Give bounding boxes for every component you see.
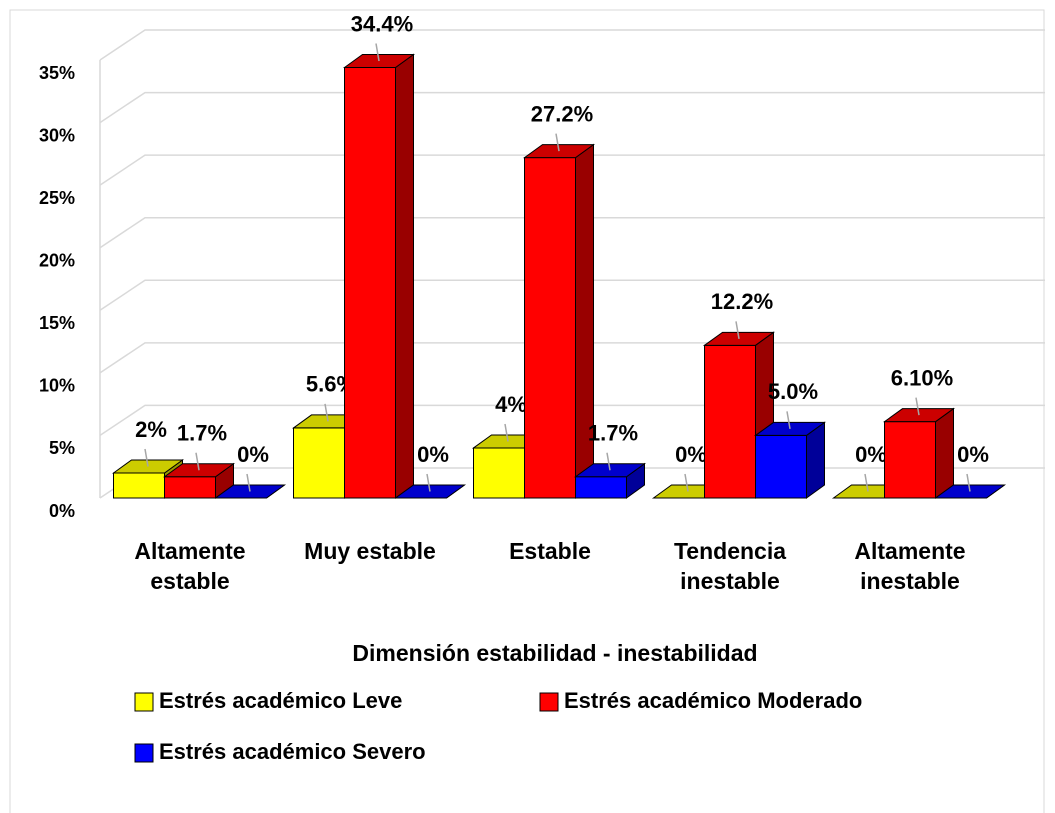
grid-line	[99, 154, 1045, 186]
value-label: 1.7%	[588, 421, 638, 446]
y-tick-label: 5%	[49, 438, 75, 458]
x-tick-label: Estable	[509, 538, 591, 564]
leader-line	[504, 423, 509, 442]
x-tick-label: Muy estable	[304, 538, 436, 564]
legend-label: Estrés académico Moderado	[564, 688, 862, 713]
value-label: 0%	[675, 442, 707, 467]
x-tick-label: Tendencia inestable	[673, 538, 787, 594]
chart-border	[9, 9, 1045, 813]
grid-line	[99, 91, 1045, 124]
legend-label: Estrés académico Severo	[159, 739, 426, 764]
leader-line	[375, 43, 380, 62]
grid-line	[99, 29, 1045, 61]
bar-side	[935, 407, 954, 499]
y-tick-label: 0%	[49, 501, 75, 521]
bar	[164, 476, 216, 499]
x-tick-label: Altamente inestable	[854, 538, 966, 594]
y-tick-label: 25%	[39, 188, 75, 208]
leader-line	[246, 473, 251, 492]
leader-line	[966, 473, 971, 492]
value-label: 6.10%	[891, 365, 953, 390]
leader-line	[195, 452, 200, 471]
bar	[293, 427, 345, 499]
value-label: 4%	[495, 392, 527, 417]
leader-line	[324, 403, 329, 422]
value-label: 34.4%	[351, 11, 413, 36]
leader-line	[864, 473, 869, 492]
bar	[884, 421, 936, 499]
legend-swatch	[539, 692, 559, 712]
leader-line	[426, 473, 431, 492]
value-label: 2%	[135, 417, 167, 442]
value-label: 12.2%	[711, 289, 773, 314]
leader-line	[555, 133, 560, 152]
value-label: 1.7%	[177, 421, 227, 446]
leader-line	[144, 448, 149, 467]
leader-line	[606, 452, 611, 471]
y-tick-label: 30%	[39, 125, 75, 145]
value-label: 0%	[417, 442, 449, 467]
y-tick-label: 20%	[39, 250, 75, 270]
grid-line	[99, 279, 1045, 311]
value-label: 27.2%	[531, 101, 593, 126]
bar	[113, 472, 165, 499]
grid-line	[99, 216, 1045, 249]
legend-swatch	[134, 743, 154, 763]
value-label: 5.0%	[768, 379, 818, 404]
y-tick-label: 15%	[39, 313, 75, 333]
bar	[755, 434, 807, 499]
leader-line	[684, 473, 689, 492]
bar	[344, 67, 396, 499]
value-label: 0%	[957, 442, 989, 467]
leader-line	[735, 321, 740, 339]
value-label: 0%	[237, 442, 269, 467]
x-tick-label: Altamente estable	[134, 538, 246, 594]
x-axis-title: Dimensión estabilidad - inestabilidad	[352, 640, 757, 666]
bar	[473, 447, 525, 499]
y-tick-label: 35%	[39, 63, 75, 83]
legend-label: Estrés académico Leve	[159, 688, 402, 713]
bar	[524, 157, 576, 499]
leader-line	[786, 411, 791, 430]
leader-line	[915, 397, 920, 416]
bar	[704, 344, 756, 499]
value-label: 0%	[855, 442, 887, 467]
y-tick-label: 10%	[39, 376, 75, 396]
bar	[575, 476, 627, 499]
bar-side	[395, 53, 414, 499]
legend-swatch	[134, 692, 154, 712]
